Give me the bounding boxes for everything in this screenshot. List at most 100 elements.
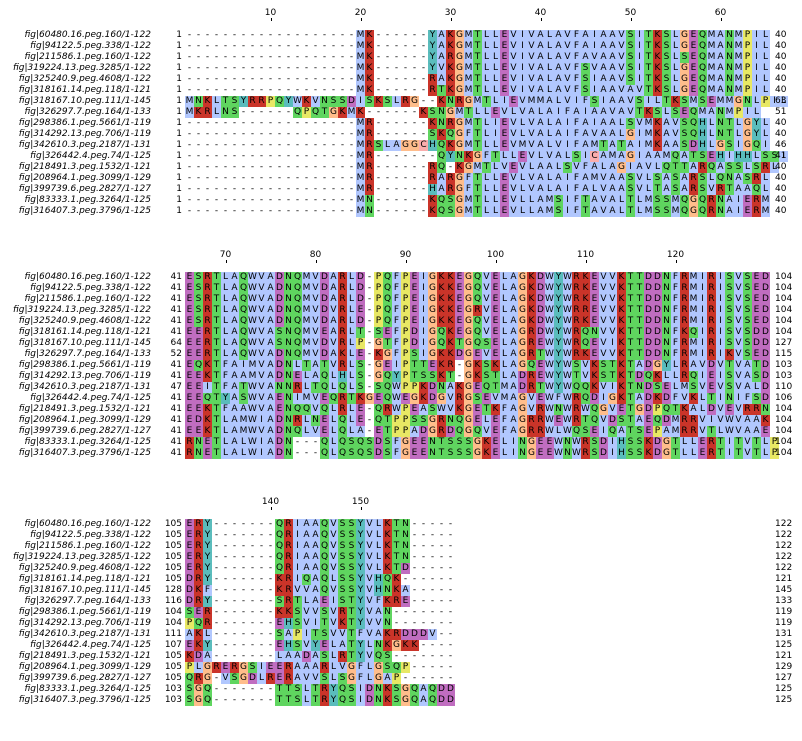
- gap: -: [295, 118, 300, 128]
- sequence-name[interactable]: fig|342610.3.peg.2187/1-131: [18, 629, 151, 639]
- residue: V: [716, 404, 725, 415]
- sequence-name[interactable]: fig|316407.3.peg.3796/1-125: [18, 695, 151, 705]
- sequence-name[interactable]: fig|318167.10.peg.111/1-145: [18, 585, 151, 595]
- gap: -: [232, 651, 237, 661]
- sequence-name[interactable]: fig|326442.4.peg.74/1-125: [30, 393, 151, 403]
- residue: E: [752, 294, 761, 305]
- sequence-name[interactable]: fig|399739.6.peg.2827/1-127: [18, 426, 151, 436]
- gap: -: [196, 173, 201, 183]
- sequence-name[interactable]: fig|211586.1.peg.160/1-122: [24, 541, 151, 551]
- residue: T: [311, 695, 320, 706]
- residue: K: [617, 294, 626, 305]
- sequence-name[interactable]: fig|298386.1.peg.5661/1-119: [18, 118, 151, 128]
- sequence-name[interactable]: fig|325240.9.peg.4608/1-122: [18, 316, 151, 326]
- gap: -: [205, 173, 210, 183]
- residue: L: [554, 96, 563, 107]
- residue: G: [446, 107, 455, 118]
- sequence-name[interactable]: fig|399739.6.peg.2827/1-127: [18, 673, 151, 683]
- sequence-name[interactable]: fig|342610.3.peg.2187/1-131: [18, 382, 151, 392]
- sequence-name[interactable]: fig|314292.13.peg.706/1-119: [18, 618, 151, 628]
- residue: M: [689, 294, 698, 305]
- sequence-name[interactable]: fig|316407.3.peg.3796/1-125: [18, 448, 151, 458]
- gap: -: [412, 618, 417, 628]
- residue: V: [734, 360, 743, 371]
- gap: -: [430, 607, 435, 617]
- sequence-name[interactable]: fig|60480.16.peg.160/1-122: [24, 30, 151, 40]
- residue: Q: [293, 316, 302, 327]
- sequence-name[interactable]: fig|316407.3.peg.3796/1-125: [18, 206, 151, 216]
- residue: I: [698, 371, 707, 382]
- sequence-name[interactable]: fig|318161.14.peg.118/1-121: [18, 327, 151, 337]
- sequence-name[interactable]: fig|314292.13.peg.706/1-119: [18, 129, 151, 139]
- sequence-name[interactable]: fig|342610.3.peg.2187/1-131: [18, 140, 151, 150]
- sequence-name[interactable]: fig|208964.1.peg.3099/1-129: [18, 173, 151, 183]
- residue: R: [572, 327, 581, 338]
- residue: G: [518, 404, 527, 415]
- residue: S: [626, 30, 635, 41]
- sequence-name[interactable]: fig|326297.7.peg.164/1-133: [24, 107, 151, 117]
- sequence-name[interactable]: fig|326297.7.peg.164/1-133: [24, 349, 151, 359]
- residue: W: [248, 338, 257, 349]
- residue: G: [464, 371, 473, 382]
- sequence-name[interactable]: fig|325240.9.peg.4608/1-122: [18, 74, 151, 84]
- sequence-name[interactable]: fig|83333.1.peg.3264/1-125: [24, 437, 151, 447]
- residue: T: [581, 415, 590, 426]
- residue: R: [752, 195, 761, 206]
- sequence-name[interactable]: fig|218491.3.peg.1532/1-121: [18, 651, 151, 661]
- residue: K: [374, 96, 383, 107]
- sequence-name[interactable]: fig|298386.1.peg.5661/1-119: [18, 360, 151, 370]
- sequence-name[interactable]: fig|60480.16.peg.160/1-122: [24, 519, 151, 529]
- residue: S: [662, 85, 671, 96]
- sequence-name[interactable]: fig|94122.5.peg.338/1-122: [30, 283, 151, 293]
- sequence-name[interactable]: fig|94122.5.peg.338/1-122: [30, 41, 151, 51]
- residue: L: [329, 574, 338, 585]
- sequence-name[interactable]: fig|318161.14.peg.118/1-121: [18, 85, 151, 95]
- sequence-name[interactable]: fig|314292.13.peg.706/1-119: [18, 371, 151, 381]
- sequence-name[interactable]: fig|326442.4.peg.74/1-125: [30, 151, 151, 161]
- residue: L: [482, 173, 491, 184]
- sequence-name[interactable]: fig|298386.1.peg.5661/1-119: [18, 607, 151, 617]
- sequence-name[interactable]: fig|208964.1.peg.3099/1-129: [18, 662, 151, 672]
- residue: P: [392, 673, 401, 684]
- residue: S: [653, 195, 662, 206]
- sequence-name[interactable]: fig|60480.16.peg.160/1-122: [24, 272, 151, 282]
- residue: L: [671, 85, 680, 96]
- residue: A: [302, 530, 311, 541]
- sequence-name[interactable]: fig|318161.14.peg.118/1-121: [18, 574, 151, 584]
- residue: W: [248, 404, 257, 415]
- sequence-name[interactable]: fig|326442.4.peg.74/1-125: [30, 640, 151, 650]
- sequence-name[interactable]: fig|208964.1.peg.3099/1-129: [18, 415, 151, 425]
- sequence-name[interactable]: fig|399739.6.peg.2827/1-127: [18, 184, 151, 194]
- sequence-name[interactable]: fig|218491.3.peg.1532/1-121: [18, 404, 151, 414]
- gap: -: [223, 74, 228, 84]
- residue: R: [194, 563, 203, 574]
- residue: L: [374, 552, 383, 563]
- residue: N: [662, 283, 671, 294]
- residue: A: [293, 651, 302, 662]
- sequence-name[interactable]: fig|83333.1.peg.3264/1-125: [24, 684, 151, 694]
- residue: T: [752, 448, 761, 459]
- sequence-name[interactable]: fig|211586.1.peg.160/1-122: [24, 294, 151, 304]
- residue: A: [662, 426, 671, 437]
- residue: S: [365, 437, 374, 448]
- sequence-name[interactable]: fig|319224.13.peg.3285/1-122: [12, 305, 151, 315]
- sequence-name[interactable]: fig|325240.9.peg.4608/1-122: [18, 563, 151, 573]
- sequence-name[interactable]: fig|94122.5.peg.338/1-122: [30, 530, 151, 540]
- sequence-name[interactable]: fig|83333.1.peg.3264/1-125: [24, 195, 151, 205]
- residue: L: [761, 63, 770, 74]
- gap: -: [412, 563, 417, 573]
- sequence-name[interactable]: fig|319224.13.peg.3285/1-122: [12, 552, 151, 562]
- sequence-name[interactable]: fig|218491.3.peg.1532/1-121: [18, 162, 151, 172]
- sequence-name[interactable]: fig|318167.10.peg.111/1-145: [18, 96, 151, 106]
- sequence-name[interactable]: fig|318167.10.peg.111/1-145: [18, 338, 151, 348]
- residue: S: [383, 662, 392, 673]
- residue: Q: [590, 415, 599, 426]
- start-position: 41: [170, 272, 182, 282]
- residue: N: [437, 118, 446, 129]
- residue: A: [329, 349, 338, 360]
- sequence-name[interactable]: fig|211586.1.peg.160/1-122: [24, 52, 151, 62]
- residue: G: [464, 305, 473, 316]
- sequence-name[interactable]: fig|319224.13.peg.3285/1-122: [12, 63, 151, 73]
- residue: A: [536, 129, 545, 140]
- sequence-name[interactable]: fig|326297.7.peg.164/1-133: [24, 596, 151, 606]
